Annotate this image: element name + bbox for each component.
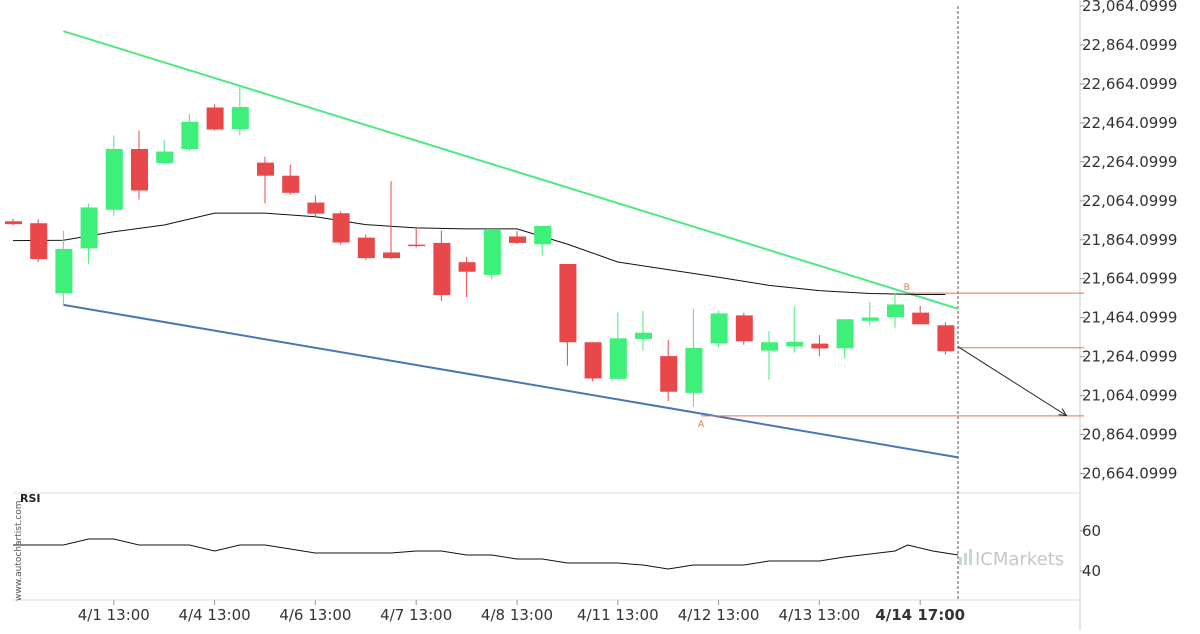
rsi-line <box>13 538 959 570</box>
candle-bearish <box>5 221 22 225</box>
time-tick-label: 4/1 13:00 <box>78 606 150 624</box>
price-tick-label: 22,464.0999 <box>1082 114 1177 132</box>
price-tick-label: 22,064.0999 <box>1082 192 1177 210</box>
candle-bearish <box>509 236 526 243</box>
candle-bearish <box>383 252 400 259</box>
candle-bullish <box>635 332 652 339</box>
candle-bearish <box>458 262 476 272</box>
candle-bearish <box>559 263 577 343</box>
candles <box>5 86 955 407</box>
price-tick-label: 21,264.0999 <box>1082 348 1177 366</box>
candle-bullish <box>55 248 73 294</box>
candle-bearish <box>131 149 148 191</box>
price-tick-label: 21,464.0999 <box>1082 309 1177 327</box>
rsi-tick-label: 40 <box>1082 562 1101 580</box>
price-tick-label: 22,264.0999 <box>1082 153 1177 171</box>
watermark: www.autochartist.com ICMarkets <box>14 500 1064 601</box>
candle-bullish <box>156 151 174 164</box>
candle-bullish <box>685 347 703 393</box>
price-tick-label: 23,064.0999 <box>1082 0 1177 15</box>
candle-bearish <box>433 242 451 296</box>
upper-trendline <box>63 30 959 310</box>
price-tick-label: 20,664.0999 <box>1082 465 1177 483</box>
icmarkets-logo: ICMarkets <box>959 549 1064 570</box>
candle-bullish <box>786 341 804 347</box>
candle-bullish <box>181 121 199 150</box>
candle-bearish <box>912 312 930 325</box>
candle-bullish <box>483 230 501 275</box>
candle-bearish <box>584 342 602 379</box>
price-tick-label: 21,064.0999 <box>1082 387 1177 405</box>
candle-bullish <box>861 317 879 321</box>
lower-trendline <box>63 303 959 459</box>
rsi-panel: RSI 60 40 <box>13 492 1101 580</box>
level-lines: BA <box>698 283 1084 430</box>
forecast-arrow-head <box>1058 408 1068 417</box>
candle-bullish <box>80 207 98 249</box>
price-tick-label: 22,664.0999 <box>1082 75 1177 93</box>
price-axis-labels: 23,064.0999 22,864.0999 22,664.0999 22,464.… <box>1080 0 1177 483</box>
candle-bullish <box>710 313 728 344</box>
time-tick-label: 4/11 13:00 <box>577 606 659 624</box>
price-tick-label: 21,864.0999 <box>1082 231 1177 249</box>
candle-bullish <box>534 225 552 245</box>
candle-bullish <box>609 338 627 379</box>
candle-bearish <box>408 244 426 247</box>
grid <box>13 0 1081 630</box>
candle-bullish <box>836 319 854 349</box>
level-label-b: B <box>904 283 910 293</box>
time-tick-label: 4/4 13:00 <box>179 606 251 624</box>
trendlines <box>63 30 959 459</box>
candle-bearish <box>660 356 678 392</box>
candle-bearish <box>735 315 753 342</box>
price-tick-label: 21,664.0999 <box>1082 270 1177 288</box>
level-label-a: A <box>698 420 705 430</box>
candle-bullish <box>105 149 123 210</box>
candle-bearish <box>332 213 350 243</box>
price-tick-label: 22,864.0999 <box>1082 36 1177 54</box>
time-tick-label: 4/8 13:00 <box>481 606 553 624</box>
candle-bearish <box>357 237 375 259</box>
time-tick-label: 4/12 13:00 <box>678 606 760 624</box>
candle-bearish <box>257 162 274 176</box>
candle-bearish <box>811 343 829 349</box>
icmarkets-logo-text: ICMarkets <box>975 549 1064 570</box>
candle-bullish <box>761 342 778 351</box>
price-tick-label: 20,864.0999 <box>1082 426 1177 444</box>
time-tick-label: 4/14 17:00 <box>875 606 965 624</box>
candle-bearish <box>30 223 48 260</box>
time-tick-label: 4/13 13:00 <box>779 606 861 624</box>
candle-bearish <box>307 202 325 214</box>
autochartist-watermark: www.autochartist.com <box>14 500 24 601</box>
candle-bullish <box>887 304 904 318</box>
candle-bearish <box>282 175 300 193</box>
forecast-arrow-line <box>957 346 1067 416</box>
time-axis: 4/1 13:00 4/4 13:00 4/6 13:00 4/7 13:00 4/8 … <box>78 600 965 624</box>
rsi-title: RSI <box>20 492 41 505</box>
rsi-tick-label: 60 <box>1082 522 1101 540</box>
candle-bearish <box>206 107 224 130</box>
candle-bearish <box>937 325 955 352</box>
time-tick-label: 4/7 13:00 <box>380 606 452 624</box>
candle-bullish <box>231 107 249 130</box>
time-tick-label: 4/6 13:00 <box>279 606 351 624</box>
